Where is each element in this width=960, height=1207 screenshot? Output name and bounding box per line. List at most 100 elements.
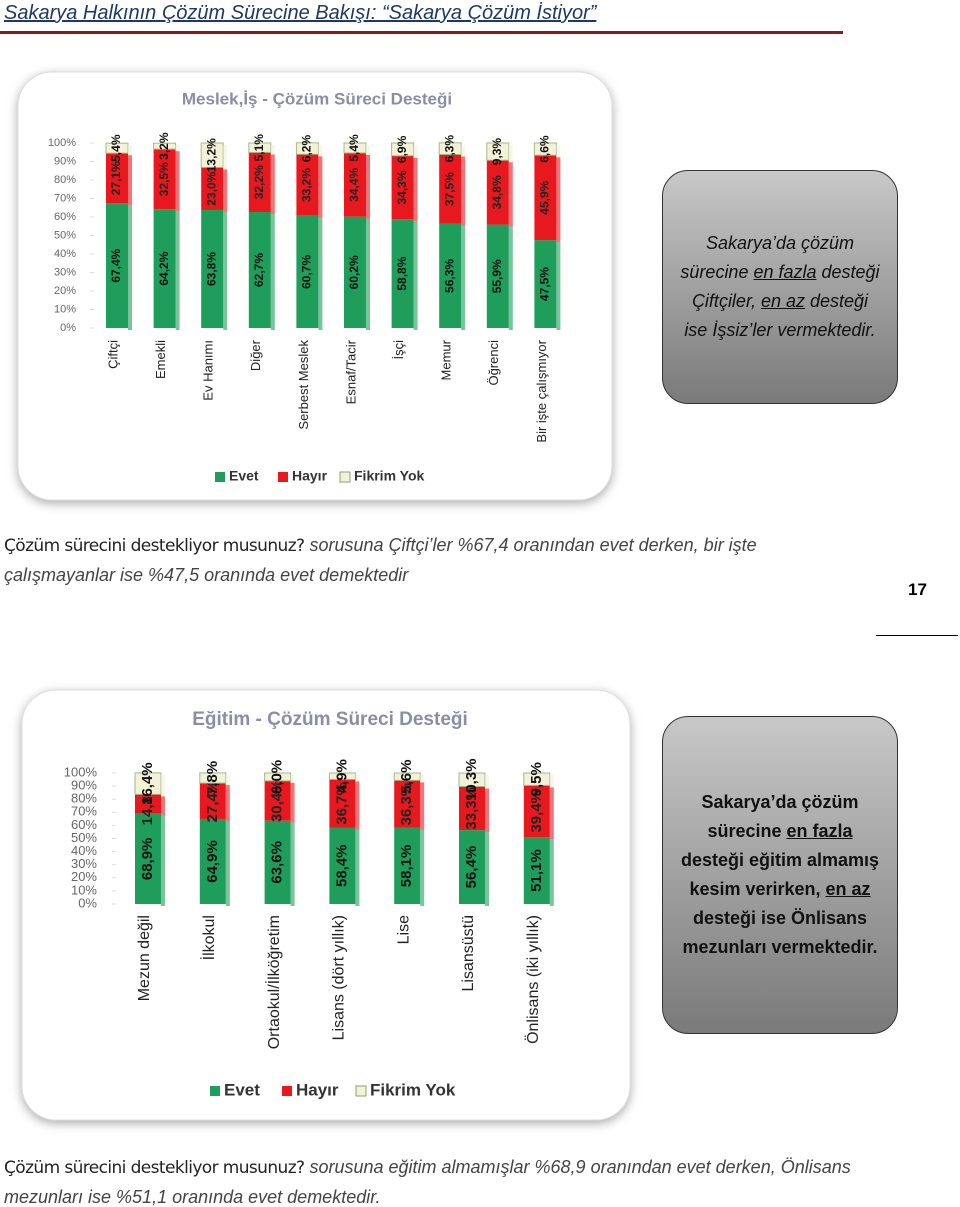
bar-segment <box>486 160 509 225</box>
y-tick-label: 100% <box>64 764 98 779</box>
value-label: 63,6% <box>269 841 286 884</box>
callout-text: Sakarya’da çözüm sürecine en fazla deste… <box>679 229 881 345</box>
legend-swatch <box>339 471 351 483</box>
value-label: 34,4% <box>347 167 361 201</box>
value-label: 3,2% <box>157 132 171 160</box>
callout-text: Sakarya’da çözüm sürecine en fazla deste… <box>679 788 881 962</box>
value-label: 16,4% <box>139 762 156 805</box>
bar-segment <box>199 783 226 819</box>
legend-label: Evet <box>224 1080 260 1099</box>
bar-side <box>161 815 165 906</box>
x-tick-label: Bir işte çalışmıyor <box>534 339 549 442</box>
bar-segment <box>248 152 271 213</box>
bar-side <box>128 145 132 156</box>
bar-side <box>508 226 513 330</box>
y-tick-label: 20% <box>54 285 76 297</box>
x-tick-label: Çiftçi <box>105 340 120 369</box>
paragraph-part: sorusuna Çiftçi’ler %67,4 oranından evet… <box>4 535 757 585</box>
bar-segment <box>459 786 485 831</box>
y-tick-label: 10% <box>54 303 76 315</box>
bar-segment <box>394 827 421 904</box>
value-label: 62,7% <box>252 253 266 287</box>
value-label: 32,5% <box>157 162 171 196</box>
legend-label: Hayır <box>292 468 328 484</box>
value-label: 30,4% <box>269 779 286 822</box>
bar-side <box>549 839 554 906</box>
value-label: 32,2% <box>252 165 266 199</box>
value-label: 64,2% <box>157 251 171 285</box>
y-tick-label: 20% <box>71 869 97 884</box>
bar-segment <box>296 154 319 216</box>
value-label: 27,1% <box>109 161 123 195</box>
value-label: 7,8% <box>204 761 221 795</box>
value-label: 37,5% <box>442 172 456 206</box>
value-label: 36,3% <box>398 783 415 826</box>
paragraph: Çözüm sürecini destekliyor musunuz? soru… <box>4 1153 854 1207</box>
y-tick-label: 100% <box>48 137 76 149</box>
x-tick-label: Lise <box>395 915 412 944</box>
y-tick-label: 30% <box>54 266 76 278</box>
bar-segment <box>201 167 224 210</box>
bar-side <box>161 796 165 816</box>
value-label: 58,8% <box>395 256 409 290</box>
x-tick-label: İşçi <box>391 340 406 360</box>
bar-segment <box>199 818 226 904</box>
value-label: 51,1% <box>528 849 545 892</box>
value-label: 60,2% <box>347 255 361 289</box>
value-label: 33,3% <box>463 787 480 830</box>
value-label: 56,4% <box>463 846 480 889</box>
paragraph-part: Çözüm sürecini destekliyor musunuz? <box>4 1158 305 1178</box>
bar-side <box>290 782 295 823</box>
callout: Sakarya’da çözüm sürecine en fazla deste… <box>662 716 898 1034</box>
callout-part: Sakarya’da çözüm sürecine <box>701 792 859 841</box>
value-label: 64,9% <box>204 840 221 883</box>
y-tick-label: 90% <box>54 155 76 167</box>
bar-side <box>175 211 180 330</box>
x-tick-label: Emekli <box>153 340 168 379</box>
y-tick-label: 50% <box>54 229 76 241</box>
callout-part: en az <box>825 879 871 899</box>
header-rule <box>0 31 843 34</box>
x-tick-label: Esnaf/Tacir <box>343 339 358 404</box>
value-label: 36,7% <box>333 782 350 825</box>
callout-part: en az <box>760 291 805 311</box>
value-label: 6,3% <box>442 135 456 163</box>
x-tick-label: Önlisans (iki yıllık) <box>524 915 542 1044</box>
callout-part: desteği ise Önlisans mezunları vermekted… <box>682 908 878 957</box>
bar-segment <box>264 780 291 821</box>
bar-segment <box>391 219 414 328</box>
bar-side <box>366 145 370 155</box>
bar-side <box>549 787 554 840</box>
bar-side <box>318 144 323 157</box>
legend-swatch <box>215 472 225 482</box>
bar-segment <box>534 155 557 241</box>
bar-side <box>366 154 370 219</box>
value-label: 10,3% <box>463 758 480 801</box>
bar-side <box>270 145 275 155</box>
legend-swatch <box>355 1085 367 1097</box>
bar-side <box>508 145 513 163</box>
value-label: 33,2% <box>300 168 314 202</box>
legend-label: Hayır <box>296 1080 339 1099</box>
callout-part: desteği eğitim almamış kesim verirken, <box>680 850 880 899</box>
x-tick-label: Ev Hanımı <box>201 340 216 401</box>
y-tick-label: 0% <box>78 895 97 910</box>
bar-side <box>270 154 275 215</box>
bar-segment <box>523 785 550 838</box>
legend-label: Evet <box>229 468 259 484</box>
bar-side <box>556 145 561 158</box>
x-tick-label: Mezun değil <box>136 915 153 1001</box>
callout-part: en fazla <box>753 262 817 282</box>
value-label: 58,4% <box>333 844 350 887</box>
y-tick-label: 10% <box>71 882 97 897</box>
value-label: 27,4% <box>204 780 221 823</box>
legend-label: Fikrim Yok <box>370 1080 456 1099</box>
y-tick-label: 60% <box>71 817 97 832</box>
bar-side <box>290 775 295 783</box>
bar-segment <box>439 154 462 224</box>
bar-side <box>223 145 228 170</box>
bar-side <box>413 145 418 158</box>
bar-segment <box>391 155 414 220</box>
bar-side <box>485 788 489 833</box>
